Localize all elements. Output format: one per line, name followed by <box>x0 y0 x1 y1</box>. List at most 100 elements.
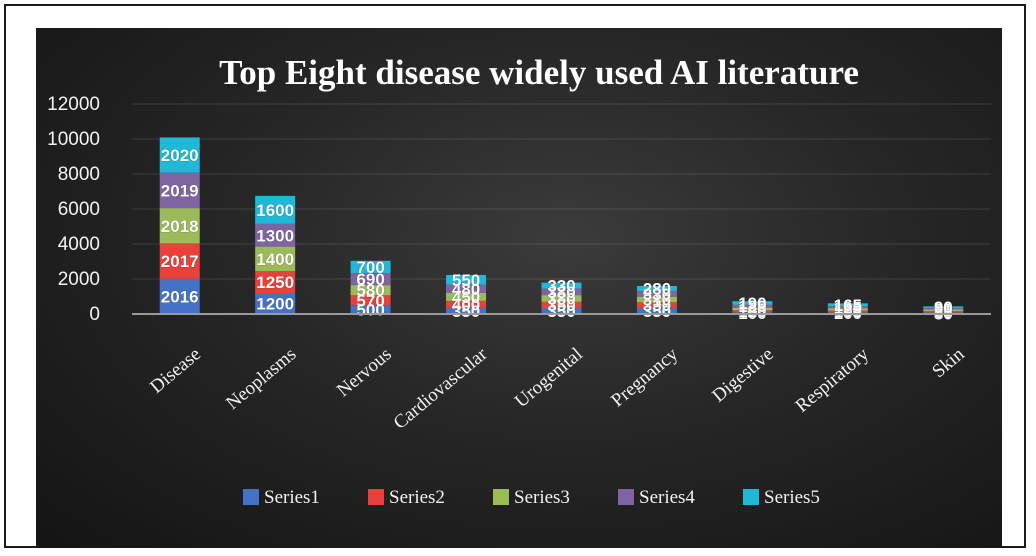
data-label: 690 <box>356 270 384 289</box>
bar-segment <box>732 301 773 305</box>
legend-label: Series5 <box>764 487 820 508</box>
bar-segment <box>541 282 582 289</box>
data-label: 120 <box>738 302 766 321</box>
bar-segment <box>159 208 200 244</box>
y-axis-ticks: 0 2000 4000 6000 8000 10000 12000 <box>47 94 100 325</box>
bar-segment <box>732 304 773 308</box>
bar-segment <box>446 284 487 293</box>
x-tick-label: Disease <box>146 344 205 398</box>
data-label: 450 <box>452 288 480 307</box>
data-labels: 2016 2017 2018 2019 2020 1200 1250 1400 1300 1600… <box>161 146 954 324</box>
data-label: 380 <box>547 283 575 302</box>
legend-label: Series3 <box>514 487 570 508</box>
legend-swatch <box>493 489 509 505</box>
data-label: 85 <box>934 303 953 322</box>
data-label: 2018 <box>161 217 199 236</box>
y-tick-label: 2000 <box>58 269 100 290</box>
x-tick-label: Digestive <box>708 344 777 407</box>
bar-segment <box>827 310 868 313</box>
bar-segment <box>446 307 487 314</box>
y-tick-label: 6000 <box>58 199 100 220</box>
bar-segment <box>446 274 487 285</box>
data-label: 350 <box>643 302 671 321</box>
bar-segment <box>827 308 868 311</box>
data-label: 580 <box>356 281 384 300</box>
x-tick-label: Respiratory <box>792 343 874 416</box>
y-tick-label: 12000 <box>47 94 100 115</box>
data-label: 165 <box>834 296 862 315</box>
data-label: 180 <box>738 297 766 316</box>
bar-segment <box>827 303 868 307</box>
x-tick-label: Cardiovascular <box>390 343 492 433</box>
y-tick-label: 4000 <box>58 234 100 255</box>
bar-segment <box>159 172 200 209</box>
y-tick-label: 8000 <box>58 164 100 185</box>
data-label: 350 <box>547 302 575 321</box>
bar-segment <box>255 223 296 247</box>
data-label: 350 <box>547 296 575 315</box>
bar-segment <box>541 307 582 314</box>
bar-segment <box>255 293 296 314</box>
data-label: 700 <box>356 258 384 277</box>
bar-segment <box>159 278 200 314</box>
bar-segment <box>923 311 964 313</box>
bar-segment <box>636 290 677 297</box>
data-label: 280 <box>643 279 671 298</box>
data-label: 2016 <box>161 287 199 306</box>
bar-segment <box>827 306 868 309</box>
chart-panel: Top Eight disease widely used AI literat… <box>36 28 1002 548</box>
figure-frame: Top Eight disease widely used AI literat… <box>4 4 1026 548</box>
bar-segment <box>446 300 487 308</box>
data-label: 1600 <box>256 201 294 220</box>
legend-label: Series4 <box>639 487 695 508</box>
bar-segment <box>350 295 391 306</box>
data-label: 380 <box>547 289 575 308</box>
data-label: 2017 <box>161 252 199 271</box>
data-label: 570 <box>356 291 384 310</box>
bar-segment <box>541 295 582 302</box>
bar-segment <box>350 273 391 286</box>
bar-segment <box>732 310 773 313</box>
data-label: 330 <box>643 285 671 304</box>
bar-segment <box>159 137 200 173</box>
bar-segment <box>255 246 296 272</box>
bar-segment <box>923 309 964 312</box>
bar-segment <box>159 243 200 279</box>
x-tick-label: Skin <box>928 343 969 382</box>
bar-segment <box>923 307 964 310</box>
data-label: 190 <box>738 294 766 313</box>
data-label: 480 <box>452 280 480 299</box>
data-label: 125 <box>834 298 862 317</box>
data-label: 105 <box>834 302 862 321</box>
bar-segment <box>636 302 677 308</box>
bar-segment <box>350 260 391 274</box>
data-label: 1200 <box>256 295 294 314</box>
data-label: 310 <box>643 290 671 309</box>
y-tick-label: 0 <box>89 304 100 325</box>
bar-segment <box>350 305 391 314</box>
bar-segment <box>541 301 582 308</box>
bar-segment <box>636 286 677 291</box>
data-label: 90 <box>934 298 953 317</box>
data-label: 400 <box>452 295 480 314</box>
bar-segment <box>923 306 964 308</box>
x-tick-label: Urogenital <box>511 344 587 412</box>
data-label: 1300 <box>256 226 294 245</box>
data-label: 330 <box>547 277 575 296</box>
data-label: 350 <box>452 302 480 321</box>
legend-swatch <box>743 489 759 505</box>
x-tick-label: Neoplasms <box>222 344 300 414</box>
bar-segment <box>255 195 296 224</box>
bar-segment <box>636 307 677 314</box>
data-label: 1400 <box>256 250 294 269</box>
bars <box>159 137 964 314</box>
bar-segment <box>636 296 677 303</box>
bar-segment <box>732 307 773 311</box>
legend-swatch <box>368 489 384 505</box>
data-label: 1250 <box>256 273 294 292</box>
legend-label: Series2 <box>389 487 445 508</box>
data-label: 2020 <box>161 146 199 165</box>
legend-swatch <box>618 489 634 505</box>
bar-segment <box>541 288 582 296</box>
bar-segment <box>350 285 391 296</box>
